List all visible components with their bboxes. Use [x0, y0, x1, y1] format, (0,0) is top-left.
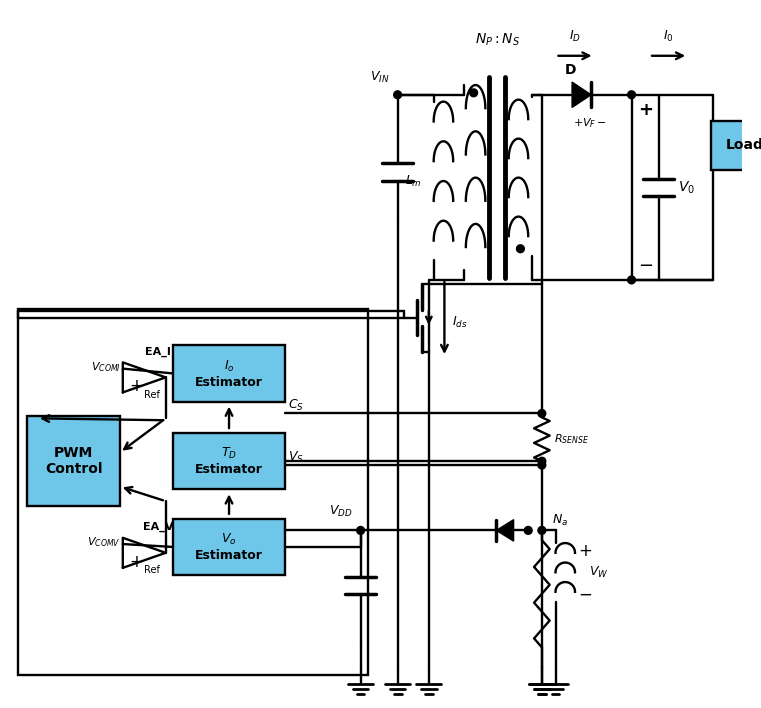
Circle shape: [393, 91, 402, 98]
Polygon shape: [572, 82, 591, 108]
Text: +: +: [638, 101, 653, 120]
Text: $I_{ds}$: $I_{ds}$: [452, 315, 468, 331]
Text: $+V_F-$: $+V_F-$: [572, 116, 607, 130]
Text: Ref: Ref: [145, 390, 160, 400]
Text: $V_{COMI}$: $V_{COMI}$: [91, 360, 121, 374]
Text: $T_D$
Estimator: $T_D$ Estimator: [195, 446, 263, 476]
Polygon shape: [496, 520, 514, 541]
Text: $L_m$: $L_m$: [405, 173, 422, 188]
Text: $-$: $-$: [129, 360, 144, 377]
Text: D: D: [565, 63, 576, 77]
Circle shape: [538, 461, 546, 469]
Circle shape: [470, 89, 478, 97]
FancyBboxPatch shape: [174, 519, 285, 575]
Circle shape: [538, 457, 546, 465]
FancyBboxPatch shape: [174, 346, 285, 401]
Text: $C_S$: $C_S$: [288, 398, 304, 413]
Text: $I_o$
Estimator: $I_o$ Estimator: [195, 358, 263, 389]
Circle shape: [357, 527, 365, 535]
Text: $N_a$: $N_a$: [552, 513, 568, 528]
FancyBboxPatch shape: [27, 416, 120, 506]
FancyBboxPatch shape: [174, 433, 285, 489]
Text: $-$: $-$: [129, 535, 144, 553]
Text: $-$: $-$: [578, 585, 592, 603]
Text: $I_D$: $I_D$: [569, 29, 581, 44]
Text: EA_I: EA_I: [145, 346, 170, 357]
Text: $V_o$
Estimator: $V_o$ Estimator: [195, 532, 263, 562]
Text: $N_P : N_S$: $N_P : N_S$: [475, 32, 520, 48]
Text: $R_{SENSE}$: $R_{SENSE}$: [553, 433, 589, 446]
Text: PWM
Control: PWM Control: [45, 446, 102, 476]
Circle shape: [628, 91, 635, 98]
Text: $V_0$: $V_0$: [678, 179, 696, 195]
Bar: [18, 309, 368, 675]
Text: Load: Load: [726, 139, 761, 152]
Text: EA_V: EA_V: [142, 522, 174, 532]
Text: $-$: $-$: [638, 256, 653, 273]
Text: $I_0$: $I_0$: [664, 29, 674, 44]
Text: $V_S$: $V_S$: [288, 450, 304, 465]
Text: $+$: $+$: [129, 377, 144, 395]
Text: $V_{COMV}$: $V_{COMV}$: [88, 535, 121, 549]
Circle shape: [538, 409, 546, 417]
FancyBboxPatch shape: [712, 121, 761, 170]
Text: Ref: Ref: [145, 566, 160, 576]
Circle shape: [517, 245, 524, 253]
Circle shape: [524, 527, 532, 535]
Text: $V_{DD}$: $V_{DD}$: [330, 503, 353, 519]
Circle shape: [538, 527, 546, 535]
Text: $V_{IN}$: $V_{IN}$: [371, 70, 390, 85]
Text: +: +: [578, 542, 592, 560]
Circle shape: [628, 276, 635, 284]
Text: $V_W$: $V_W$: [589, 565, 608, 580]
Text: $+$: $+$: [129, 552, 144, 571]
